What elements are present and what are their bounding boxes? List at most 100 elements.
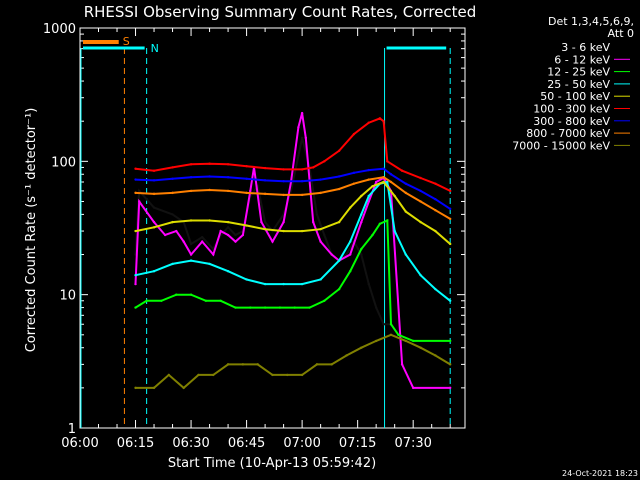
series-point-7 bbox=[134, 191, 137, 195]
series-point-6 bbox=[419, 189, 422, 193]
series-point-0 bbox=[367, 282, 370, 286]
series-point-2 bbox=[378, 222, 382, 226]
series-point-1 bbox=[312, 220, 315, 224]
series-point-5 bbox=[400, 169, 404, 172]
series-point-6 bbox=[208, 175, 211, 178]
series-point-3 bbox=[448, 299, 452, 302]
series-point-1 bbox=[271, 240, 274, 243]
series-point-0 bbox=[315, 213, 319, 216]
y-tick-label: 1000 bbox=[43, 22, 76, 37]
series-point-2 bbox=[323, 299, 326, 302]
series-point-6 bbox=[434, 197, 437, 201]
legend-label-5: 100 - 300 keV bbox=[533, 103, 610, 116]
series-point-5 bbox=[282, 168, 285, 171]
saa-label: S bbox=[123, 35, 130, 48]
series-line-2 bbox=[134, 218, 451, 342]
series-point-0 bbox=[152, 206, 156, 209]
series-point-3 bbox=[434, 287, 437, 291]
series-point-5 bbox=[134, 167, 137, 170]
series-point-3 bbox=[367, 194, 370, 198]
y-axis-label-text: Corrected Count Rate (s⁻¹ detector⁻¹) bbox=[24, 108, 39, 353]
series-point-5 bbox=[434, 182, 437, 185]
series-point-4 bbox=[171, 220, 174, 224]
series-point-1 bbox=[175, 229, 178, 233]
series-point-8 bbox=[448, 363, 452, 366]
series-point-1 bbox=[234, 240, 237, 243]
series-point-1 bbox=[360, 220, 363, 224]
series-point-0 bbox=[171, 213, 174, 216]
series-point-2 bbox=[263, 306, 267, 309]
series-point-1 bbox=[249, 189, 252, 193]
series-point-5 bbox=[189, 163, 193, 166]
series-point-0 bbox=[382, 323, 385, 326]
series-point-1 bbox=[241, 233, 245, 237]
series-point-1 bbox=[189, 253, 193, 256]
series-point-7 bbox=[434, 209, 437, 212]
legend-header-line1: Det 1,3,4,5,6,9, bbox=[548, 15, 634, 28]
series-point-2 bbox=[134, 306, 137, 309]
legend-label-7: 800 - 7000 keV bbox=[526, 127, 610, 140]
series-point-1 bbox=[219, 229, 222, 233]
series-point-7 bbox=[152, 192, 156, 196]
series-point-4 bbox=[349, 206, 352, 209]
series-point-8 bbox=[300, 373, 304, 377]
series-point-3 bbox=[208, 262, 211, 266]
series-point-4 bbox=[382, 180, 385, 184]
series-point-2 bbox=[411, 339, 415, 343]
legend-label-3: 25 - 50 keV bbox=[547, 78, 610, 91]
series-point-2 bbox=[189, 293, 193, 296]
y-tick-label: 100 bbox=[51, 155, 76, 170]
series-point-4 bbox=[189, 219, 193, 222]
series-point-3 bbox=[360, 213, 363, 216]
series-point-4 bbox=[226, 220, 230, 224]
series-point-4 bbox=[208, 219, 211, 222]
series-point-7 bbox=[448, 217, 452, 221]
series-group bbox=[134, 111, 452, 390]
series-point-7 bbox=[245, 191, 248, 195]
series-point-8 bbox=[374, 339, 378, 343]
series-point-4 bbox=[448, 242, 452, 246]
series-point-6 bbox=[226, 176, 230, 179]
series-point-2 bbox=[360, 247, 363, 251]
series-point-5 bbox=[300, 168, 304, 171]
series-point-8 bbox=[271, 373, 274, 377]
series-point-2 bbox=[349, 269, 352, 273]
series-point-2 bbox=[160, 299, 163, 302]
series-point-1 bbox=[200, 240, 204, 243]
series-point-2 bbox=[234, 306, 237, 309]
series-point-8 bbox=[256, 363, 259, 366]
x-tick-label: 06:15 bbox=[117, 436, 154, 451]
series-point-4 bbox=[371, 185, 374, 188]
series-point-7 bbox=[389, 180, 393, 184]
series-point-5 bbox=[386, 160, 389, 163]
series-point-6 bbox=[337, 175, 341, 178]
series-point-1 bbox=[349, 253, 352, 256]
series-point-5 bbox=[378, 117, 382, 120]
series-point-7 bbox=[282, 193, 285, 197]
series-point-0 bbox=[234, 233, 237, 237]
series-line-7 bbox=[135, 176, 451, 220]
x-tick-label: 06:00 bbox=[61, 436, 98, 451]
series-point-5 bbox=[382, 119, 385, 123]
series-point-2 bbox=[278, 306, 282, 309]
series-point-3 bbox=[300, 282, 304, 286]
series-point-6 bbox=[389, 173, 393, 176]
series-point-2 bbox=[386, 219, 389, 222]
series-point-4 bbox=[263, 227, 267, 231]
series-point-8 bbox=[212, 373, 215, 377]
series-point-6 bbox=[352, 171, 356, 175]
series-point-4 bbox=[337, 220, 341, 224]
series-line-3 bbox=[135, 180, 451, 302]
series-point-4 bbox=[434, 229, 437, 233]
series-point-1 bbox=[330, 253, 333, 256]
series-point-4 bbox=[134, 229, 137, 233]
series-point-0 bbox=[226, 226, 230, 229]
legend-header-line2: Att 0 bbox=[608, 27, 634, 40]
series-point-7 bbox=[404, 191, 407, 195]
series-point-3 bbox=[134, 273, 137, 277]
series-point-0 bbox=[200, 235, 204, 239]
series-point-6 bbox=[300, 179, 304, 183]
series-point-1 bbox=[300, 111, 304, 115]
series-point-4 bbox=[245, 224, 248, 227]
